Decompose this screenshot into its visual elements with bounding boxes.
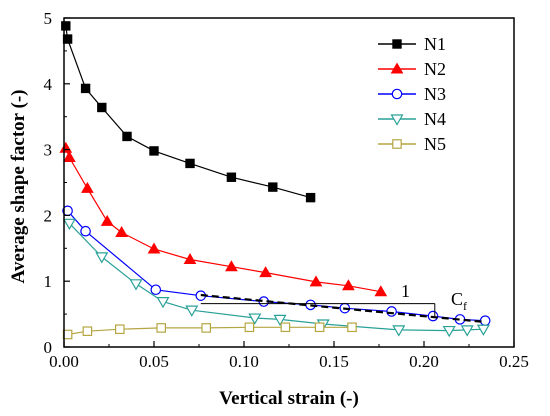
y-tick-label: 1 — [44, 272, 53, 291]
legend-item-n5: N5 — [378, 134, 446, 154]
data-point-n4 — [185, 305, 199, 317]
data-point-n1 — [97, 102, 107, 113]
data-point-n4 — [95, 252, 109, 264]
x-tick-label: 0.10 — [229, 352, 259, 371]
data-point-n2 — [225, 260, 238, 272]
data-point-n5 — [347, 322, 357, 333]
data-point-n2 — [374, 285, 388, 297]
legend-item-n1: N1 — [378, 34, 446, 54]
data-point-n2 — [59, 141, 73, 153]
data-point-n2 — [63, 150, 76, 162]
legend-label: N1 — [424, 34, 446, 54]
data-point-n3 — [150, 284, 162, 296]
legend-item-n3: N3 — [378, 84, 446, 104]
series-n3 — [62, 205, 491, 326]
series-line-n1 — [65, 25, 311, 199]
data-point-n2 — [259, 266, 272, 278]
data-point-n3 — [386, 306, 397, 317]
plot-frame — [63, 17, 515, 348]
legend-label: N3 — [424, 84, 446, 104]
data-point-n1 — [185, 158, 195, 169]
data-point-n5 — [201, 323, 211, 333]
data-point-n2 — [183, 252, 197, 264]
legend-label: N2 — [424, 59, 446, 79]
y-tick-label: 2 — [44, 206, 53, 225]
data-point-n1 — [61, 21, 71, 31]
data-point-n4 — [248, 313, 262, 325]
x-tick-label: 0.25 — [499, 352, 529, 371]
data-point-n2 — [147, 242, 161, 254]
data-point-n1 — [226, 172, 237, 182]
data-point-n1 — [305, 192, 316, 203]
data-point-n5 — [244, 322, 255, 333]
cf-label: Cf — [451, 289, 467, 313]
legend-label: N5 — [424, 134, 446, 154]
data-point-n4 — [129, 279, 143, 291]
legend-marker — [392, 39, 402, 49]
data-point-n4 — [460, 325, 474, 337]
data-point-n5 — [280, 322, 291, 333]
data-point-n4 — [156, 296, 170, 309]
legend: N1 N2 N3 N4 N5 — [378, 34, 446, 154]
x-tick-label: 0.00 — [49, 352, 79, 371]
legend-label: N4 — [424, 109, 446, 129]
slope-label: 1 — [401, 281, 410, 301]
plot-area — [59, 21, 491, 340]
data-point-n2 — [309, 275, 323, 287]
data-point-n2 — [81, 181, 94, 193]
legend-marker — [391, 88, 403, 100]
series-n2 — [59, 141, 388, 297]
data-point-n3 — [479, 315, 491, 326]
data-point-n2 — [100, 214, 114, 226]
data-point-n1 — [268, 182, 278, 192]
data-point-n1 — [149, 146, 159, 156]
y-tick-label: 3 — [44, 141, 53, 160]
data-point-n4 — [273, 314, 287, 327]
axes: 0.00 0.05 0.10 0.15 0.20 0.25 0 1 2 3 4 5 — [44, 9, 529, 371]
series-n5 — [62, 322, 357, 340]
data-point-n5 — [156, 323, 166, 333]
legend-item-n2: N2 — [378, 59, 446, 79]
data-point-n2 — [115, 226, 128, 238]
series-n1 — [61, 21, 316, 203]
data-point-n5 — [314, 322, 325, 333]
data-point-n5 — [114, 324, 125, 335]
y-axis-title: Average shape factor (-) — [8, 90, 29, 284]
data-point-n4 — [442, 325, 456, 338]
x-axis-title: Vertical strain (-) — [219, 388, 359, 409]
data-point-n4 — [476, 324, 490, 336]
cf-label-subscript: f — [463, 299, 467, 313]
x-tick-label: 0.05 — [139, 352, 169, 371]
y-tick-label: 4 — [44, 75, 53, 94]
y-tick-label: 5 — [44, 9, 53, 28]
y-tick-label: 0 — [44, 338, 53, 357]
fit-dashed-line — [200, 293, 486, 324]
data-point-n1 — [122, 131, 132, 142]
data-point-n4 — [62, 218, 76, 230]
legend-item-n4: N4 — [378, 109, 446, 129]
data-point-n1 — [80, 83, 91, 94]
cf-label-main: C — [451, 289, 463, 309]
series-line-n2 — [65, 148, 381, 293]
data-point-n4 — [392, 325, 406, 337]
legend-marker — [392, 139, 402, 149]
data-point-n5 — [82, 326, 93, 337]
legend-marker — [390, 114, 404, 126]
x-tick-label: 0.20 — [409, 352, 439, 371]
data-point-n2 — [342, 279, 355, 291]
series-line-n3 — [67, 210, 486, 322]
x-tick-label: 0.15 — [319, 352, 349, 371]
data-point-n3 — [80, 225, 91, 237]
annotations: 1 Cf — [200, 281, 486, 324]
legend-marker — [390, 62, 404, 74]
